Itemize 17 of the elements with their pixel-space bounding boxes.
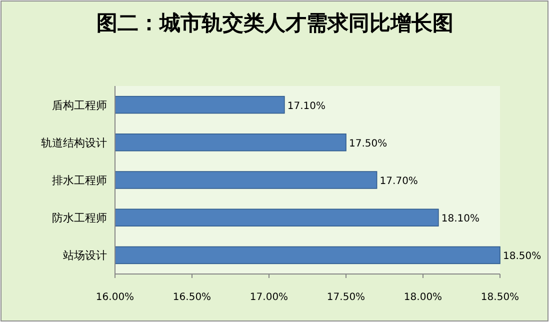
y-tick-label: 盾构工程师 bbox=[52, 98, 107, 112]
x-tick-label: 16.50% bbox=[172, 292, 212, 303]
data-label: 17.70% bbox=[380, 176, 418, 187]
x-tick-label: 17.00% bbox=[250, 292, 288, 303]
x-tick-label: 18.50% bbox=[480, 292, 520, 303]
x-tick-label: 18.00% bbox=[404, 292, 442, 303]
y-tick-label: 排水工程师 bbox=[52, 174, 107, 187]
chart-title: 图二：城市轨交类人才需求同比增长图 bbox=[96, 11, 454, 35]
data-label: 18.10% bbox=[441, 214, 480, 225]
y-tick-label: 防水工程师 bbox=[52, 212, 107, 225]
x-tick-label: 17.50% bbox=[326, 292, 366, 303]
y-tick-label: 轨道结构设计 bbox=[41, 136, 107, 150]
data-label: 17.50% bbox=[349, 138, 388, 150]
data-label: 17.10% bbox=[287, 100, 326, 112]
x-tick-label: 16.00% bbox=[96, 292, 134, 303]
y-tick-label: 站场设计 bbox=[63, 249, 107, 262]
data-label: 18.50% bbox=[503, 251, 542, 262]
